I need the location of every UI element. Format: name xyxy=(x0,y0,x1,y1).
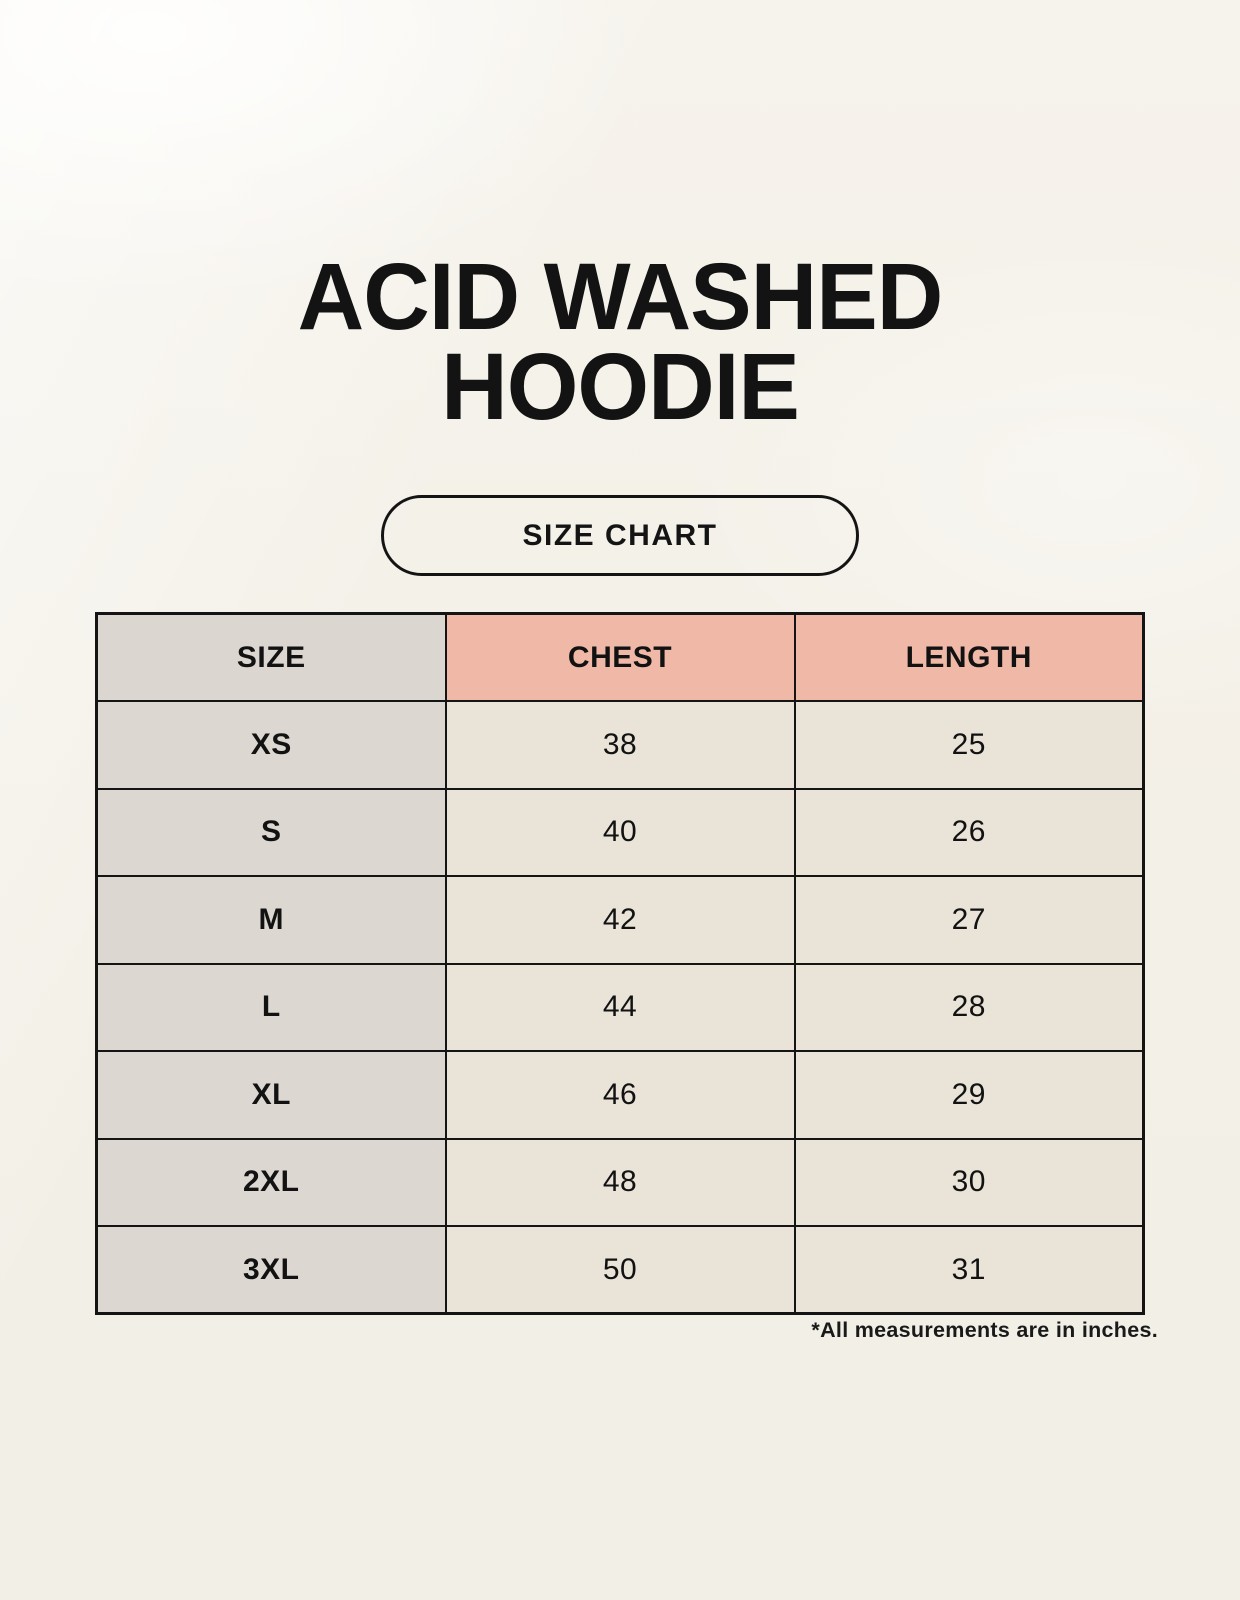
page-title-line-2: HOODIE xyxy=(441,334,800,441)
size-chart-table: SIZE CHEST LENGTH XS 38 25 S 40 26 M 42 … xyxy=(95,612,1145,1315)
table-row: 3XL 50 31 xyxy=(95,1225,1145,1315)
chest-cell: 42 xyxy=(444,875,796,965)
chest-cell: 38 xyxy=(444,700,796,790)
length-cell: 27 xyxy=(793,875,1145,965)
measurements-footnote: *All measurements are in inches. xyxy=(811,1318,1158,1342)
chest-cell: 48 xyxy=(444,1137,796,1227)
table-row: S 40 26 xyxy=(95,787,1145,877)
length-cell: 30 xyxy=(793,1137,1145,1227)
table-header-row: SIZE CHEST LENGTH xyxy=(95,612,1145,702)
chest-cell: 46 xyxy=(444,1050,796,1140)
page-title-line-1: ACID WASHED xyxy=(297,244,944,350)
size-cell: 3XL xyxy=(95,1225,447,1315)
size-cell: L xyxy=(95,962,447,1052)
chest-cell: 40 xyxy=(444,787,796,877)
size-chart-button-container: SIZE CHART xyxy=(0,494,1240,576)
size-cell: 2XL xyxy=(95,1137,447,1227)
size-cell: XS xyxy=(95,700,447,790)
size-cell: M xyxy=(95,875,447,965)
size-cell: S xyxy=(95,787,447,877)
chest-cell: 44 xyxy=(444,962,796,1052)
table-row: 2XL 48 30 xyxy=(95,1137,1145,1227)
length-cell: 25 xyxy=(793,700,1145,790)
table-row: XS 38 25 xyxy=(95,700,1145,790)
length-cell: 31 xyxy=(793,1225,1145,1315)
chest-cell: 50 xyxy=(444,1225,796,1315)
column-header-chest: CHEST xyxy=(444,612,796,702)
size-chart-button[interactable]: SIZE CHART xyxy=(381,494,859,576)
size-cell: XL xyxy=(95,1050,447,1140)
table-row: XL 46 29 xyxy=(95,1050,1145,1140)
column-header-size: SIZE xyxy=(95,612,447,702)
length-cell: 28 xyxy=(793,962,1145,1052)
column-header-length: LENGTH xyxy=(793,612,1145,702)
length-cell: 29 xyxy=(793,1050,1145,1140)
length-cell: 26 xyxy=(793,787,1145,877)
page-title: ACID WASHED HOODIE xyxy=(19,0,1222,441)
table-row: L 44 28 xyxy=(95,962,1145,1052)
table-row: M 42 27 xyxy=(95,875,1145,965)
